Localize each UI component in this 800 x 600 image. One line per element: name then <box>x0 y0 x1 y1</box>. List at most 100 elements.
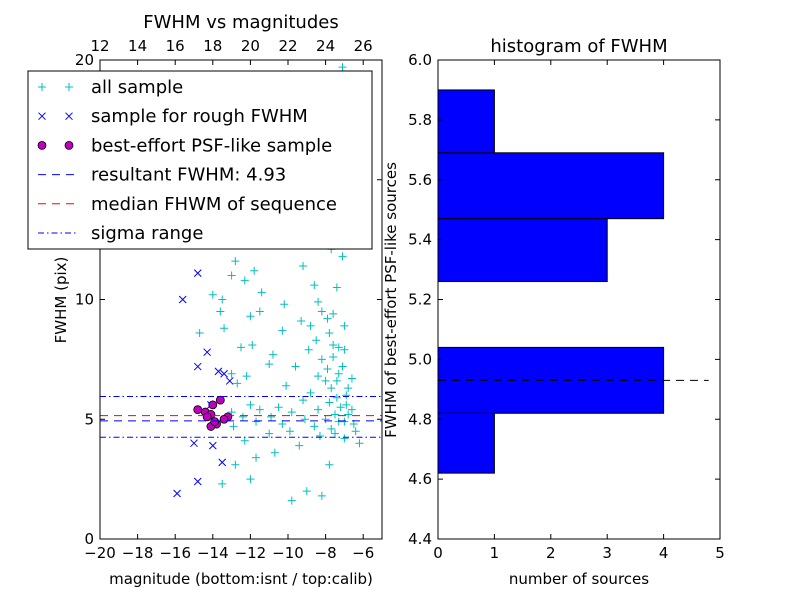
rough-sample-point <box>190 439 198 448</box>
histogram-panel: 0 1 2 3 4 5 4.4 4.6 4.8 5.0 5.2 5.4 5.6 5.8 6.0 histog… <box>382 36 725 588</box>
all-sample-point <box>310 281 319 290</box>
all-sample-point <box>317 491 326 500</box>
all-sample-point <box>325 460 334 469</box>
scatter-title: FWHM vs magnitudes <box>143 12 338 33</box>
y-tick-label: 5.6 <box>408 171 432 189</box>
all-sample-point <box>306 388 315 397</box>
y-tick-label: 0 <box>84 530 94 548</box>
all-sample-point <box>329 352 338 361</box>
x-tick-label: −14 <box>197 544 229 562</box>
y-tick-label: 5.8 <box>408 111 432 129</box>
legend-entry: resultant FWHM: 4.93 <box>38 165 286 186</box>
y-tick-label: 5.4 <box>408 231 432 249</box>
all-sample-point <box>216 307 225 316</box>
all-sample-point <box>336 403 345 412</box>
all-sample-point <box>248 341 257 350</box>
all-sample-point <box>314 372 323 381</box>
all-sample-point <box>267 412 276 421</box>
all-sample-point <box>233 379 242 388</box>
all-sample-point <box>332 393 341 402</box>
all-sample-point <box>242 372 251 381</box>
all-sample-point <box>240 276 249 285</box>
x-tick-label: −18 <box>122 544 154 562</box>
all-sample-point <box>332 283 341 292</box>
legend-label: sample for rough FWHM <box>91 106 308 127</box>
rough-sample-point <box>218 458 227 467</box>
all-sample-point <box>329 341 338 350</box>
all-sample-point <box>297 317 306 326</box>
legend-entry: sample for rough FWHM <box>38 106 308 127</box>
legend-entry: median FHWM of sequence <box>38 194 337 215</box>
legend-entry: sigma range <box>38 223 203 244</box>
all-sample-point <box>314 297 323 306</box>
all-sample-point <box>321 376 330 385</box>
all-sample-point <box>331 429 339 438</box>
all-sample-point <box>355 439 364 448</box>
all-sample-point <box>237 343 245 352</box>
all-sample-point <box>208 290 217 299</box>
all-sample-point <box>306 321 315 330</box>
psf-sample-point <box>215 395 225 405</box>
all-sample-point <box>299 261 308 270</box>
all-sample-point <box>347 405 356 414</box>
y-tick-label: 5 <box>84 410 94 428</box>
rough-sample-point <box>214 367 223 376</box>
all-sample-point <box>340 434 349 443</box>
legend-entry: best-effort PSF-like sample <box>37 135 332 156</box>
all-sample-point <box>342 400 351 409</box>
all-sample-point <box>325 398 334 407</box>
y-tick-label: 4.6 <box>408 470 432 488</box>
x-tick-label: 1 <box>490 544 500 562</box>
scatter-xlabel: magnitude (bottom:isnt / top:calib) <box>109 570 373 588</box>
rough-sample-point <box>203 348 212 357</box>
all-sample-point <box>280 300 289 309</box>
x-tick-label: 3 <box>602 544 612 562</box>
all-sample-point <box>315 432 324 441</box>
all-sample-point <box>344 410 353 419</box>
all-sample-point <box>300 415 309 424</box>
all-sample-point <box>317 355 326 364</box>
top-tick-label: 24 <box>316 37 335 55</box>
psf-sample-point <box>202 412 212 422</box>
x-tick-label: −6 <box>352 544 374 562</box>
y-tick-label: 4.4 <box>408 530 432 548</box>
legend-marker <box>37 140 47 150</box>
all-sample-point <box>270 448 279 457</box>
rough-sample-point <box>178 295 187 304</box>
legend-label: resultant FWHM: 4.93 <box>91 165 286 186</box>
all-sample-point <box>338 252 347 261</box>
rough-sample-point <box>220 369 228 378</box>
y-tick-label: 6.0 <box>408 51 432 69</box>
psf-sample-point <box>193 405 203 415</box>
x-tick-label: 5 <box>715 544 725 562</box>
legend-marker <box>38 112 46 121</box>
all-sample-point <box>268 350 277 359</box>
all-sample-point <box>314 405 323 414</box>
y-tick-label: 4.8 <box>408 410 432 428</box>
all-sample-point <box>302 487 311 496</box>
histogram-bar <box>437 89 495 154</box>
top-tick-label: 16 <box>166 37 185 55</box>
legend-label: best-effort PSF-like sample <box>91 135 332 156</box>
all-sample-point <box>340 321 349 330</box>
all-sample-point <box>285 427 294 436</box>
all-sample-point <box>231 257 240 266</box>
all-sample-point <box>338 63 347 72</box>
all-sample-point <box>344 384 353 393</box>
histogram-bar <box>437 218 608 283</box>
scatter-legend: all sample sample for rough FWHM best-effo… <box>27 70 373 250</box>
all-sample-point <box>325 329 334 338</box>
x-tick-label: 2 <box>546 544 556 562</box>
y-tick-label: 20 <box>75 51 94 69</box>
all-sample-point <box>347 374 356 383</box>
rough-sample-point <box>225 377 234 385</box>
all-sample-point <box>195 329 204 338</box>
all-sample-point <box>218 479 227 488</box>
legend-label: median FHWM of sequence <box>91 194 337 215</box>
legend-marker <box>64 140 74 150</box>
rough-sample-point <box>193 269 202 278</box>
y-tick-label: 10 <box>75 291 94 309</box>
all-sample-point <box>278 326 287 335</box>
top-tick-label: 14 <box>128 37 147 55</box>
